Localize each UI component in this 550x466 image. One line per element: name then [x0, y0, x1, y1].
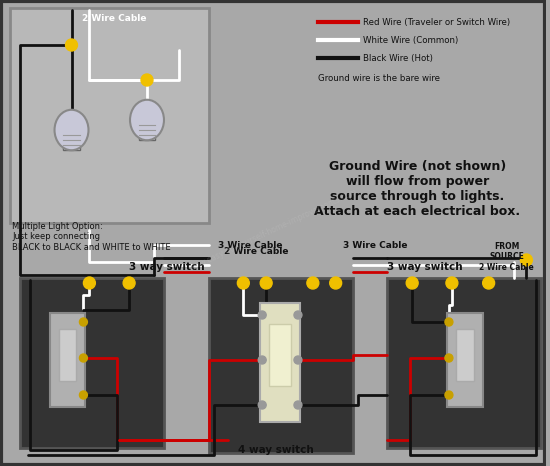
FancyBboxPatch shape — [10, 8, 208, 223]
Circle shape — [520, 254, 532, 266]
Circle shape — [294, 356, 302, 364]
FancyBboxPatch shape — [447, 313, 483, 407]
Circle shape — [445, 354, 453, 362]
Text: 2 Wire Cable: 2 Wire Cable — [82, 14, 146, 23]
Bar — [63, 130, 80, 150]
Text: 3 way switch: 3 way switch — [387, 262, 463, 272]
Text: FROM
SOURCE
2 Wire Cable: FROM SOURCE 2 Wire Cable — [479, 242, 534, 272]
Circle shape — [294, 311, 302, 319]
FancyBboxPatch shape — [260, 303, 300, 422]
FancyBboxPatch shape — [387, 278, 541, 448]
Circle shape — [65, 39, 78, 51]
FancyBboxPatch shape — [59, 329, 76, 381]
Text: 2 Wire Cable: 2 Wire Cable — [224, 247, 289, 256]
Text: 3 Wire Cable: 3 Wire Cable — [343, 240, 407, 249]
Circle shape — [260, 277, 272, 289]
Circle shape — [445, 318, 453, 326]
Circle shape — [79, 391, 87, 399]
Circle shape — [483, 277, 494, 289]
Ellipse shape — [130, 100, 164, 140]
Text: Red Wire (Traveler or Switch Wire): Red Wire (Traveler or Switch Wire) — [362, 18, 510, 27]
Circle shape — [258, 356, 266, 364]
Text: Black Wire (Hot): Black Wire (Hot) — [362, 54, 432, 62]
Circle shape — [294, 401, 302, 409]
Circle shape — [123, 277, 135, 289]
Circle shape — [330, 277, 342, 289]
Circle shape — [79, 354, 87, 362]
Text: Ground wire is the bare wire: Ground wire is the bare wire — [318, 74, 440, 83]
FancyBboxPatch shape — [20, 278, 164, 448]
Circle shape — [445, 391, 453, 399]
Text: 3 way switch: 3 way switch — [129, 262, 205, 272]
FancyBboxPatch shape — [208, 278, 353, 453]
Text: 3 Wire Cable: 3 Wire Cable — [218, 240, 283, 249]
Text: www.easy-do-yourself-home-improvements.com: www.easy-do-yourself-home-improvements.c… — [188, 187, 359, 273]
Circle shape — [307, 277, 319, 289]
Ellipse shape — [54, 110, 89, 150]
Circle shape — [406, 277, 418, 289]
Circle shape — [79, 318, 87, 326]
Circle shape — [141, 74, 153, 86]
Text: White Wire (Common): White Wire (Common) — [362, 35, 458, 44]
Circle shape — [258, 311, 266, 319]
Text: 4 way switch: 4 way switch — [238, 445, 314, 455]
Bar — [139, 120, 155, 140]
Circle shape — [238, 277, 249, 289]
FancyBboxPatch shape — [269, 324, 291, 386]
Circle shape — [84, 277, 95, 289]
Circle shape — [446, 277, 458, 289]
Text: Multiple Light Option:
Just keep connecting
BLACK to BLACK and WHITE to WHITE: Multiple Light Option: Just keep connect… — [12, 222, 170, 252]
FancyBboxPatch shape — [456, 329, 474, 381]
Text: Ground Wire (not shown)
will flow from power
source through to lights.
Attach at: Ground Wire (not shown) will flow from p… — [314, 160, 520, 218]
FancyBboxPatch shape — [50, 313, 85, 407]
Circle shape — [258, 401, 266, 409]
